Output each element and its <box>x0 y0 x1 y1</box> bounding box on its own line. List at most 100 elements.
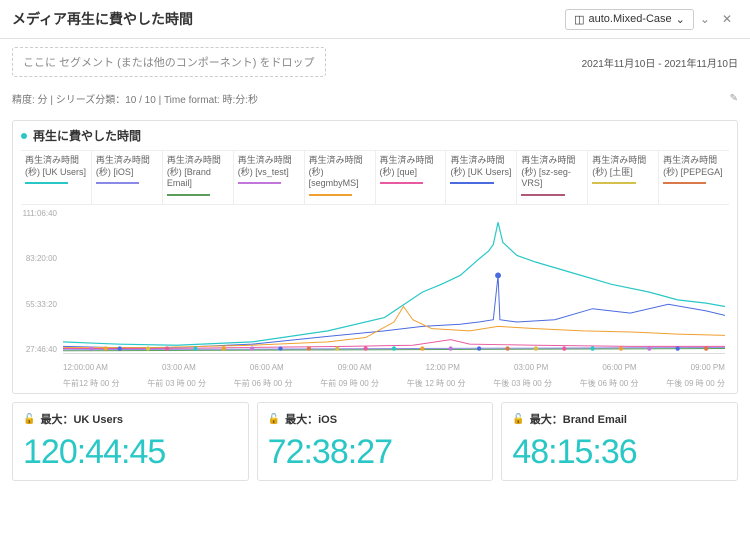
legend-item[interactable]: 再生済み時間 (秒) [vs_test] <box>234 151 305 204</box>
x-tick-bottom: 午後 09 時 00 分 <box>666 378 725 389</box>
legend-swatch <box>309 194 352 196</box>
lock-icon: 🔓 <box>512 414 524 425</box>
marker-dot <box>619 346 623 350</box>
x-axis-labels-top: 12:00:00 AM 03:00 AM 06:00 AM 09:00 AM 12:00… <box>63 363 725 372</box>
bullet-icon <box>21 133 27 139</box>
marker-dot <box>222 346 226 350</box>
x-tick-bottom: 午後 06 時 00 分 <box>580 378 639 389</box>
marker-dot <box>250 346 254 350</box>
meta-text: 精度: 分 | シリーズ分類：10 / 10 | Time format: 時:… <box>12 91 258 106</box>
edit-icon[interactable]: ✎ <box>730 93 738 104</box>
card-title-row: 🔓最大：UK Users <box>23 411 238 427</box>
legend-label: 再生済み時間 (秒) [Brand Email] <box>167 155 229 190</box>
marker-dot <box>392 346 396 350</box>
page-title: メディア再生に費やした時間 <box>12 9 565 29</box>
x-axis-labels-bottom: 午前12 時 00 分午前 03 時 00 分午前 06 時 00 分午前 09… <box>21 374 729 391</box>
x-tick: 06:00 AM <box>250 363 284 372</box>
close-button[interactable]: ✕ <box>716 8 738 30</box>
legend-label: 再生済み時間 (秒) [vs_test] <box>238 155 300 178</box>
y-tick: 111:06:40 <box>21 209 57 218</box>
legend-item[interactable]: 再生済み時間 (秒) [PEPEGA] <box>659 151 729 204</box>
marker-dot <box>647 346 651 350</box>
segment-row: ここに セグメント (または他のコンポーネント) をドロップ 2021年11月1… <box>0 39 750 85</box>
legend-item[interactable]: 再生済み時間 (秒) [segmbyMS] <box>305 151 376 204</box>
y-axis-labels: 111:06:4083:20:0055:33:2027:46:40 <box>21 209 61 354</box>
card-title-row: 🔓最大：Brand Email <box>512 411 727 427</box>
chart-title: 再生に費やした時間 <box>33 127 141 144</box>
legend-item[interactable]: 再生済み時間 (秒) [Brand Email] <box>163 151 234 204</box>
x-tick: 03:00 AM <box>162 363 196 372</box>
legend-item[interactable]: 再生済み時間 (秒) [土匪] <box>588 151 659 204</box>
x-tick: 09:00 AM <box>338 363 372 372</box>
card-value: 120:44:45 <box>23 433 238 472</box>
marker-dot <box>704 346 708 350</box>
view-dropdown[interactable]: ◫ auto.Mixed-Case ⌄ <box>565 9 694 30</box>
legend-label: 再生済み時間 (秒) [iOS] <box>96 155 158 178</box>
chevron-down-button[interactable]: ⌄ <box>694 8 716 30</box>
date-range[interactable]: 2021年11月10日 - 2021年11月10日 <box>582 55 738 70</box>
grid-icon: ◫ <box>574 13 584 26</box>
x-tick-bottom: 午後 03 時 00 分 <box>493 378 552 389</box>
x-tick: 03:00 PM <box>514 363 548 372</box>
legend-item[interactable]: 再生済み時間 (秒) [que] <box>376 151 447 204</box>
legend-label: 再生済み時間 (秒) [segmbyMS] <box>309 155 371 190</box>
peak-marker <box>495 273 501 279</box>
legend-label: 再生済み時間 (秒) [土匪] <box>592 155 654 178</box>
legend-item[interactable]: 再生済み時間 (秒) [UK Users] <box>21 151 92 204</box>
legend-swatch <box>25 182 68 184</box>
meta-row: 精度: 分 | シリーズ分類：10 / 10 | Time format: 時:… <box>0 85 750 112</box>
marker-dot <box>534 346 538 350</box>
segment-dropzone[interactable]: ここに セグメント (または他のコンポーネント) をドロップ <box>12 47 326 77</box>
card-title: 最大：iOS <box>285 411 337 427</box>
legend-label: 再生済み時間 (秒) [que] <box>380 155 442 178</box>
marker-dot <box>562 346 566 350</box>
y-tick: 55:33:20 <box>21 300 57 309</box>
x-tick-bottom: 午後 12 時 00 分 <box>407 378 466 389</box>
card-value: 72:38:27 <box>268 433 483 472</box>
x-tick-bottom: 午前 09 時 00 分 <box>320 378 379 389</box>
x-tick: 12:00:00 AM <box>63 363 108 372</box>
legend-label: 再生済み時間 (秒) [sz-seg-VRS] <box>521 155 583 190</box>
x-tick-bottom: 午前 03 時 00 分 <box>147 378 206 389</box>
marker-dot <box>590 346 594 350</box>
summary-card: 🔓最大：Brand Email48:15:36 <box>501 402 738 481</box>
x-tick: 12:00 PM <box>426 363 460 372</box>
dropdown-label: auto.Mixed-Case <box>589 13 672 25</box>
marker-dot <box>103 346 107 350</box>
legend-label: 再生済み時間 (秒) [UK Users] <box>450 155 512 178</box>
summary-card: 🔓最大：UK Users 120:44:45 <box>12 402 249 481</box>
legend: 再生済み時間 (秒) [UK Users] 再生済み時間 (秒) [iOS] 再生済… <box>21 150 729 205</box>
marker-dot <box>118 346 122 350</box>
legend-item[interactable]: 再生済み時間 (秒) [iOS] <box>92 151 163 204</box>
plot-area <box>63 209 725 354</box>
x-tick-bottom: 午前 06 時 00 分 <box>234 378 293 389</box>
card-title-row: 🔓 最大：iOS <box>268 411 483 427</box>
legend-item[interactable]: 再生済み時間 (秒) [sz-seg-VRS] <box>517 151 588 204</box>
x-tick: 06:00 PM <box>602 363 636 372</box>
x-tick: 09:00 PM <box>691 363 725 372</box>
legend-swatch <box>521 194 564 196</box>
legend-label: 再生済み時間 (秒) [UK Users] <box>25 155 87 178</box>
marker-dot <box>165 346 169 350</box>
marker-dot <box>193 346 197 350</box>
header-bar: メディア再生に費やした時間 ◫ auto.Mixed-Case ⌄ ⌄ ✕ <box>0 0 750 39</box>
card-title: 最大：UK Users <box>40 411 123 427</box>
marker-dot <box>146 346 150 350</box>
lock-icon: 🔓 <box>268 414 280 425</box>
legend-item[interactable]: 再生済み時間 (秒) [UK Users] <box>446 151 517 204</box>
summary-cards: 🔓最大：UK Users120:44:45🔓最大：iOS72:38:27🔓最大：… <box>12 402 738 481</box>
marker-dot <box>335 346 339 350</box>
chevron-down-icon: ⌄ <box>676 13 685 26</box>
legend-swatch <box>663 182 706 184</box>
marker-dot <box>420 346 424 350</box>
series-line <box>63 222 725 345</box>
marker-dot <box>449 346 453 350</box>
marker-dot <box>363 346 367 350</box>
chart-panel: 再生に費やした時間 再生済み時間 (秒) [UK Users]再生済み時間 (秒… <box>12 120 738 394</box>
marker-dot <box>278 346 282 350</box>
y-tick: 83:20:00 <box>21 254 57 263</box>
chart-area: 111:06:4083:20:0055:33:2027:46:40 12:00:… <box>21 209 729 374</box>
legend-swatch <box>96 182 139 184</box>
legend-label: 再生済み時間 (秒) [PEPEGA] <box>663 155 725 178</box>
marker-dot <box>477 346 481 350</box>
